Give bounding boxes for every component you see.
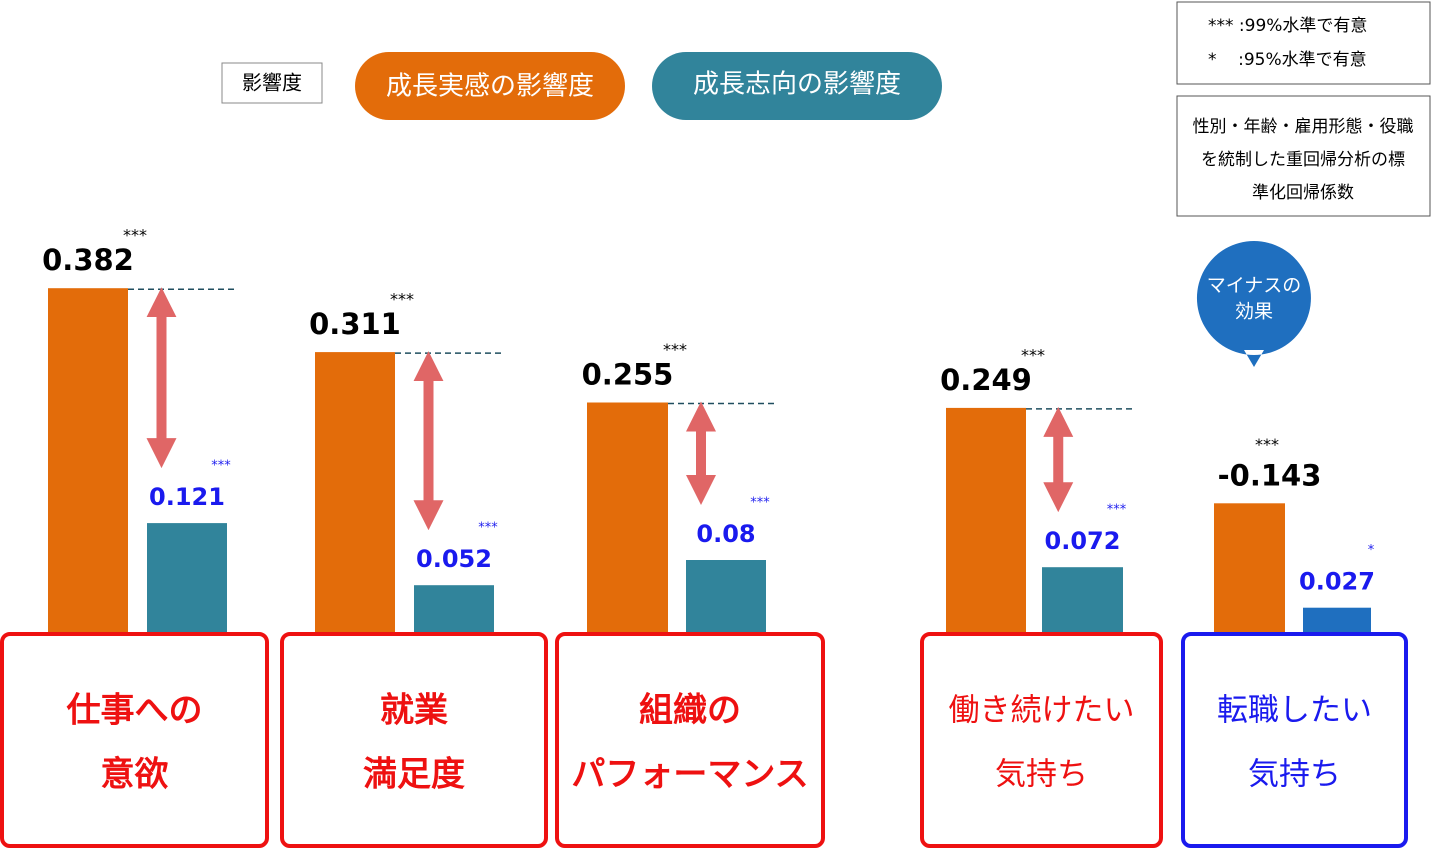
value-label: 0.052 — [416, 545, 492, 573]
legend-pill — [355, 52, 625, 120]
category-label: 就業 — [380, 691, 448, 731]
value-label: 0.311 — [309, 307, 401, 341]
legend-title: 影響度 — [242, 71, 302, 95]
significance: *** — [123, 226, 147, 245]
category-label: 意欲 — [101, 755, 169, 795]
notes-box — [1176, 1, 1431, 85]
significance: *** — [478, 521, 498, 536]
bar — [147, 523, 227, 632]
value-label: 0.072 — [1045, 527, 1121, 555]
bar — [414, 585, 494, 632]
value-label: -0.143 — [1218, 458, 1322, 492]
legend-pill — [652, 52, 942, 120]
category-box — [555, 632, 825, 848]
significance: *** — [211, 459, 231, 474]
category-label: 転職したい — [1217, 693, 1372, 729]
bar — [1303, 607, 1371, 632]
legend-title-box — [221, 62, 323, 104]
category-label: 気持ち — [1248, 757, 1341, 793]
legend-label: 成長志向の影響度 — [693, 70, 901, 100]
category-box — [1181, 632, 1408, 848]
category-label: 組織の — [639, 691, 741, 731]
bar — [946, 407, 1026, 632]
method-note: 性別・年齢・雇用形態・役職 — [1193, 117, 1414, 137]
value-label: 0.027 — [1299, 568, 1375, 596]
value-label: 0.255 — [582, 358, 674, 392]
significance: *** — [1021, 345, 1045, 364]
category-label: 仕事への — [67, 691, 203, 731]
category-label: 働き続けたい — [949, 693, 1135, 729]
significance: *** — [750, 496, 770, 511]
callout-bubble — [1196, 241, 1311, 367]
category-label: 満足度 — [363, 755, 465, 795]
note: * :95%水準で有意 — [1208, 50, 1367, 70]
value-label: 0.121 — [149, 483, 225, 511]
category-label: 気持ち — [995, 757, 1088, 793]
method-note: 準化回帰係数 — [1252, 183, 1354, 203]
value-label: 0.08 — [696, 520, 755, 548]
significance: *** — [390, 290, 414, 309]
method-note: を統制した重回帰分析の標 — [1201, 150, 1405, 170]
legend-label: 成長実感の影響度 — [386, 72, 594, 102]
bar — [1042, 567, 1123, 632]
significance: *** — [663, 340, 687, 359]
category-box — [280, 632, 548, 848]
method-box — [1176, 95, 1431, 217]
significance: * — [1368, 543, 1375, 558]
significance: *** — [1255, 435, 1279, 454]
bar — [686, 560, 766, 632]
bar — [587, 402, 668, 632]
bar — [1214, 503, 1285, 632]
value-label: 0.382 — [42, 243, 134, 277]
note: *** :99%水準で有意 — [1208, 16, 1367, 36]
category-label: パフォーマンス — [571, 755, 808, 795]
bar — [315, 352, 395, 632]
value-label: 0.249 — [940, 363, 1032, 397]
callout-text: マイナスの — [1207, 275, 1302, 297]
significance: *** — [1107, 503, 1127, 518]
bar — [48, 288, 128, 632]
category-box — [0, 632, 269, 848]
category-box — [920, 632, 1163, 848]
callout-text: 効果 — [1235, 301, 1273, 323]
